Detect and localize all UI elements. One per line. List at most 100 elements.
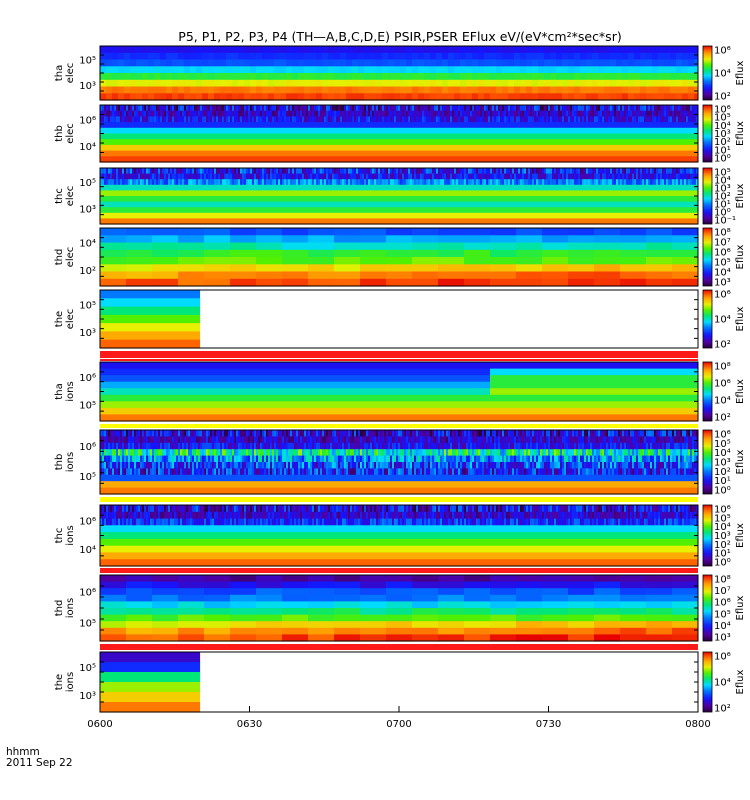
heat-cell bbox=[340, 73, 346, 80]
panel-y-label: tha bbox=[54, 65, 65, 81]
heat-cell bbox=[154, 60, 160, 67]
heat-cell bbox=[244, 80, 250, 87]
heat-cell bbox=[118, 66, 124, 73]
heat-cell bbox=[616, 60, 622, 67]
heat-cell bbox=[334, 87, 340, 94]
heat-cell bbox=[352, 66, 358, 73]
heat-cell bbox=[550, 46, 556, 53]
heat-cell bbox=[154, 46, 160, 53]
heat-cell bbox=[280, 80, 286, 87]
heat-cell bbox=[388, 53, 394, 60]
heat-cell bbox=[376, 53, 382, 60]
heat-cell bbox=[610, 66, 616, 73]
heat-cell bbox=[532, 46, 538, 53]
heat-cell bbox=[226, 60, 232, 67]
heat-cell bbox=[268, 87, 274, 94]
heat-cell bbox=[238, 73, 244, 80]
heat-cell bbox=[256, 80, 262, 87]
heat-cell bbox=[394, 60, 400, 67]
heat-cell bbox=[106, 46, 112, 53]
panel-thc-elec: 10⁵10³thc elec10⁵10⁴10³10²10¹10⁰10⁻¹Eflux bbox=[54, 168, 746, 227]
heat-cell bbox=[136, 46, 142, 53]
heat-cell bbox=[634, 66, 640, 73]
heat-cell bbox=[676, 73, 682, 80]
heat-cell bbox=[676, 80, 682, 87]
heat-cell bbox=[220, 80, 226, 87]
heat-cell bbox=[490, 80, 496, 87]
heat-cell bbox=[208, 80, 214, 87]
heat-cell bbox=[298, 87, 304, 94]
heat-cell bbox=[202, 80, 208, 87]
heat-cell bbox=[568, 73, 574, 80]
heat-cell bbox=[322, 73, 328, 80]
heat-cell bbox=[454, 87, 460, 94]
heat-cell bbox=[328, 66, 334, 73]
heat-cell bbox=[274, 46, 280, 53]
heat-cell bbox=[346, 53, 352, 60]
heat-cell bbox=[544, 87, 550, 94]
heat-cell bbox=[112, 60, 118, 67]
heat-cell bbox=[526, 87, 532, 94]
heat-cell bbox=[358, 73, 364, 80]
heat-cell bbox=[370, 53, 376, 60]
heat-cell bbox=[124, 60, 130, 67]
heat-cell bbox=[304, 46, 310, 53]
heat-cell bbox=[274, 80, 280, 87]
heat-cell bbox=[334, 53, 340, 60]
heat-cell bbox=[178, 53, 184, 60]
heat-cell bbox=[508, 80, 514, 87]
heat-cell bbox=[358, 60, 364, 67]
heat-cell bbox=[370, 66, 376, 73]
heat-cell bbox=[340, 60, 346, 67]
heat-cell bbox=[514, 80, 520, 87]
heat-cell bbox=[502, 60, 508, 67]
heat-cell bbox=[430, 53, 436, 60]
heat-cell bbox=[484, 53, 490, 60]
heat-cell bbox=[184, 53, 190, 60]
heat-cell bbox=[304, 53, 310, 60]
heat-cell bbox=[574, 87, 580, 94]
heat-cell bbox=[136, 87, 142, 94]
heat-cell bbox=[412, 60, 418, 67]
heat-cell bbox=[580, 80, 586, 87]
heat-cell bbox=[526, 66, 532, 73]
heat-cell bbox=[664, 80, 670, 87]
heat-cell bbox=[430, 60, 436, 67]
heat-cell bbox=[580, 87, 586, 94]
heat-cell bbox=[310, 53, 316, 60]
heat-cell bbox=[466, 53, 472, 60]
heat-cell bbox=[526, 80, 532, 87]
heat-cell bbox=[436, 73, 442, 80]
heat-cell bbox=[454, 66, 460, 73]
heat-cell bbox=[592, 60, 598, 67]
heat-cell bbox=[652, 46, 658, 53]
heat-cell bbox=[550, 73, 556, 80]
heat-cell bbox=[478, 73, 484, 80]
heat-cell bbox=[388, 73, 394, 80]
heat-cell bbox=[100, 46, 106, 53]
heat-cell bbox=[616, 80, 622, 87]
heat-cell bbox=[460, 80, 466, 87]
heat-cell bbox=[622, 87, 628, 94]
heat-cell bbox=[448, 60, 454, 67]
heat-cell bbox=[232, 80, 238, 87]
heat-cell bbox=[478, 46, 484, 53]
heat-cell bbox=[292, 66, 298, 73]
heat-cell bbox=[640, 73, 646, 80]
heat-cell bbox=[352, 73, 358, 80]
heat-cell bbox=[502, 53, 508, 60]
heat-cell bbox=[376, 60, 382, 67]
heat-cell bbox=[142, 60, 148, 67]
heat-cell bbox=[604, 66, 610, 73]
heat-cell bbox=[400, 73, 406, 80]
heat-cell bbox=[406, 46, 412, 53]
heat-cell bbox=[406, 80, 412, 87]
heat-cell bbox=[658, 53, 664, 60]
heat-cell bbox=[616, 53, 622, 60]
heat-cell bbox=[532, 66, 538, 73]
heat-cell bbox=[190, 73, 196, 80]
heat-cell bbox=[496, 60, 502, 67]
heat-cell bbox=[436, 46, 442, 53]
heat-cell bbox=[634, 46, 640, 53]
heat-cell bbox=[670, 46, 676, 53]
